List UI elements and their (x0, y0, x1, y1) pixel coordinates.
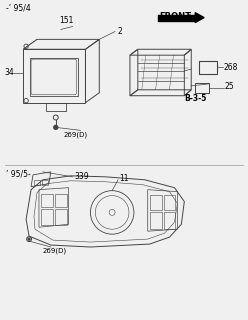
Text: 2: 2 (117, 27, 122, 36)
Text: 34: 34 (4, 68, 14, 77)
Circle shape (54, 125, 58, 129)
Polygon shape (195, 13, 204, 22)
Text: 151: 151 (59, 16, 73, 25)
Text: 268: 268 (224, 62, 238, 72)
Text: B-3-5: B-3-5 (184, 94, 207, 103)
Text: ’ 95/5-: ’ 95/5- (6, 170, 31, 179)
Text: 11: 11 (119, 174, 128, 183)
Text: 269(D): 269(D) (64, 131, 88, 138)
Text: 339: 339 (75, 172, 89, 181)
Text: FRONT: FRONT (160, 12, 192, 21)
Text: 269(D): 269(D) (43, 248, 67, 254)
Text: -’ 95/4: -’ 95/4 (6, 4, 31, 13)
Circle shape (28, 238, 30, 240)
Text: 25: 25 (225, 82, 234, 91)
